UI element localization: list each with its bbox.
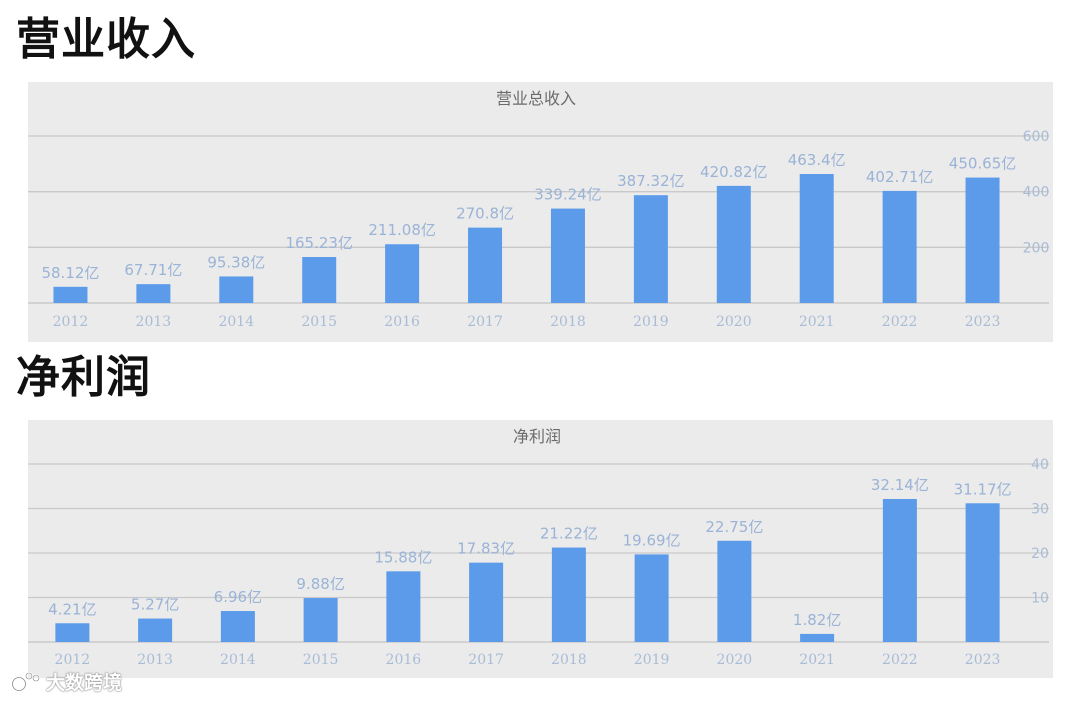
x-tick-label: 2015: [301, 314, 337, 330]
bar-2017: [469, 562, 504, 642]
data-label: 31.17亿: [954, 480, 1012, 498]
revenue-chart-panel: 营业总收入 200 400 600 58.12亿 2012 67.71亿 2013 95.38亿…: [28, 82, 1053, 342]
y-tick-label: 30: [1031, 502, 1049, 518]
data-label: 17.83亿: [457, 540, 515, 558]
net-profit-bar-chart: 净利润 10 20 30 40 4.21亿 2012 5.27亿 2013 6.96亿 2014 9.…: [28, 427, 1049, 668]
data-label: 463.4亿: [788, 151, 846, 169]
data-label: 402.71亿: [866, 168, 934, 186]
data-label: 270.8亿: [456, 205, 514, 223]
data-label: 211.08亿: [368, 221, 436, 239]
data-label: 19.69亿: [623, 531, 681, 549]
y-tick-label: 600: [1023, 129, 1050, 145]
bar-2022: [882, 498, 917, 642]
x-tick-label: 2014: [218, 314, 254, 330]
data-label: 22.75亿: [705, 518, 763, 536]
revenue-bar-chart: 营业总收入 200 400 600 58.12亿 2012 67.71亿 2013 95.38亿…: [28, 89, 1050, 330]
x-tick-label: 2017: [467, 314, 503, 330]
bar-2014: [219, 276, 254, 303]
x-tick-label: 2020: [717, 652, 753, 668]
data-label: 387.32亿: [617, 172, 685, 190]
x-tick-label: 2021: [799, 652, 835, 668]
bar-2023: [965, 503, 1000, 642]
data-label: 15.88亿: [374, 548, 432, 566]
bar-2014: [220, 611, 255, 642]
x-tick-label: 2012: [53, 314, 89, 330]
bar-2013: [138, 618, 173, 642]
bar-2020: [716, 185, 751, 303]
bar-2012: [53, 286, 88, 303]
bar-2016: [385, 244, 420, 303]
y-tick-label: 40: [1031, 457, 1049, 473]
data-label: 165.23亿: [285, 234, 353, 252]
chart-title: 营业总收入: [496, 89, 576, 108]
watermark-text: 大数跨境: [46, 672, 123, 694]
y-tick-label: 200: [1023, 240, 1050, 256]
bar-2019: [633, 195, 668, 303]
bar-2015: [303, 598, 338, 642]
data-label: 32.14亿: [871, 476, 929, 494]
bar-2018: [550, 208, 585, 303]
bar-2017: [468, 227, 503, 303]
x-tick-label: 2013: [136, 314, 172, 330]
data-label: 450.65亿: [949, 155, 1017, 173]
x-tick-label: 2022: [882, 652, 918, 668]
y-tick-label: 10: [1031, 591, 1049, 607]
chart-title: 净利润: [513, 427, 561, 446]
bar-2020: [717, 540, 752, 642]
y-tick-label: 400: [1023, 185, 1050, 201]
x-tick-label: 2023: [965, 652, 1001, 668]
data-label: 95.38亿: [207, 253, 265, 271]
net-profit-chart-panel: 净利润 10 20 30 40 4.21亿 2012 5.27亿 2013 6.96亿 2014 9.…: [28, 420, 1053, 678]
bar-2021: [800, 633, 835, 642]
x-tick-label: 2014: [220, 652, 256, 668]
bar-2015: [302, 257, 337, 303]
x-tick-label: 2015: [303, 652, 339, 668]
data-label: 420.82亿: [700, 163, 768, 181]
x-tick-label: 2016: [384, 314, 420, 330]
data-label: 58.12亿: [41, 264, 99, 282]
x-tick-label: 2018: [551, 652, 587, 668]
data-label: 21.22亿: [540, 525, 598, 543]
data-label: 1.82亿: [793, 611, 841, 629]
data-label: 67.71亿: [124, 261, 182, 279]
bar-2022: [882, 190, 917, 303]
x-tick-label: 2019: [634, 652, 670, 668]
watermark: 大数跨境: [10, 668, 122, 695]
net-profit-section-heading: 净利润: [16, 352, 151, 403]
x-tick-label: 2023: [965, 314, 1001, 330]
x-tick-label: 2016: [386, 652, 422, 668]
y-tick-label: 20: [1031, 546, 1049, 562]
data-label: 339.24亿: [534, 186, 602, 204]
x-tick-label: 2012: [55, 652, 91, 668]
x-tick-label: 2013: [137, 652, 173, 668]
x-tick-label: 2019: [633, 314, 669, 330]
bar-2019: [634, 554, 669, 642]
bar-2013: [136, 284, 171, 303]
data-label: 6.96亿: [214, 588, 262, 606]
cat-paw-logo-icon: [11, 671, 40, 692]
bar-2018: [551, 547, 586, 642]
x-tick-label: 2017: [468, 652, 504, 668]
data-label: 4.21亿: [48, 600, 96, 618]
data-label: 9.88亿: [296, 575, 344, 593]
x-tick-label: 2020: [716, 314, 752, 330]
data-label: 5.27亿: [131, 596, 179, 614]
x-tick-label: 2021: [799, 314, 835, 330]
bar-2012: [55, 623, 90, 642]
bar-2016: [386, 571, 421, 642]
bar-2023: [965, 177, 1000, 303]
bar-2021: [799, 174, 834, 303]
x-tick-label: 2022: [882, 314, 918, 330]
revenue-section-heading: 营业收入: [16, 14, 196, 65]
x-tick-label: 2018: [550, 314, 586, 330]
